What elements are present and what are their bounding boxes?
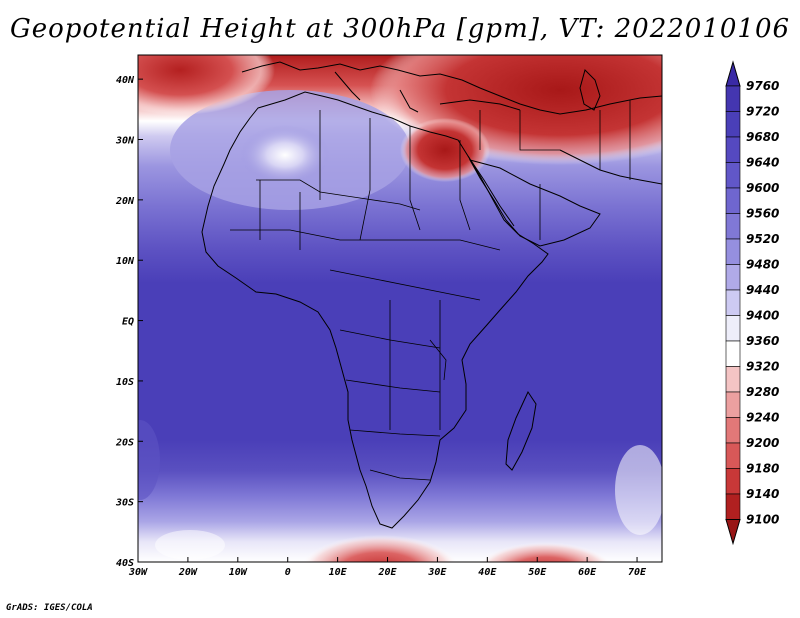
plot-frame [137, 54, 663, 563]
colorbar-label: 9520 [746, 232, 779, 246]
x-tick-label: 0 [285, 567, 291, 578]
colorbar-segment [725, 238, 741, 265]
colorbar-label: 9140 [746, 487, 779, 501]
colorbar-segment [725, 136, 741, 163]
x-tick-label: 20E [377, 567, 397, 578]
colorbar-segment [725, 315, 741, 342]
x-tick-label: 30W [128, 567, 148, 578]
map-title: Geopotential Height at 300hPa [gpm], VT:… [9, 14, 791, 44]
arabia-outline [468, 159, 601, 247]
colorbar-segment [725, 289, 741, 316]
x-tick-label: 50E [528, 567, 547, 578]
y-tick-label: 30N [115, 136, 135, 147]
colorbar: 9760 9720 9680 9640 9600 9560 9520 9480 9440 9400… [725, 60, 779, 546]
colorbar-label: 9600 [746, 181, 779, 195]
colorbar-label: 9640 [746, 156, 779, 170]
colorbar-segment [725, 340, 741, 367]
colorbar-label: 9360 [746, 334, 779, 348]
y-axis-ticks: 40S 30S 20S 10S EQ 10N 20N 30N 40N [115, 75, 143, 569]
colorbar-label: 9680 [746, 130, 779, 144]
x-tick-label: 10W [229, 567, 248, 578]
credit-text: GrADS: IGES/COLA [6, 603, 93, 613]
colorbar-segment [725, 162, 741, 189]
height-field [138, 55, 662, 562]
colorbar-segment [725, 213, 741, 240]
colorbar-segment [725, 111, 741, 138]
y-tick-label: 10S [116, 377, 134, 388]
y-tick-label: 20S [115, 437, 134, 448]
colorbar-label: 9200 [746, 436, 779, 450]
colorbar-label: 9320 [746, 360, 779, 374]
x-tick-label: 40E [478, 567, 497, 578]
y-tick-label: 40N [116, 75, 135, 86]
x-tick-label: 20W [178, 567, 198, 578]
country-borders [230, 100, 631, 481]
colorbar-segment [725, 85, 741, 112]
africa-outline [201, 91, 549, 529]
colorbar-label: 9100 [746, 513, 779, 527]
x-tick-label: 10E [329, 567, 348, 578]
colorbar-label: 9720 [746, 105, 779, 119]
colorbar-segment [725, 366, 741, 393]
y-tick-label: 10N [116, 256, 135, 267]
x-tick-label: 60E [578, 567, 597, 578]
y-tick-label: 30S [115, 498, 134, 509]
madagascar-outline [505, 390, 537, 471]
colorbar-segment [725, 417, 741, 444]
europe-outline [241, 61, 662, 115]
x-axis-ticks: 30W 20W 10W 0 10E 20E 30E 40E 50E 60E 70E [128, 557, 647, 578]
coastlines [201, 61, 662, 529]
colorbar-label: 9280 [746, 385, 779, 399]
colorbar-label: 9760 [746, 79, 779, 93]
colorbar-segment [725, 391, 741, 418]
y-tick-label: 40S [116, 558, 134, 569]
colorbar-label: 9560 [746, 207, 779, 221]
colorbar-bottom-arrow [725, 519, 741, 546]
y-tick-label: EQ [122, 317, 134, 328]
colorbar-segment [725, 187, 741, 214]
colorbar-label: 9400 [746, 309, 779, 323]
caspian-outline [579, 69, 601, 111]
colorbar-segment [725, 493, 741, 520]
x-tick-label: 30E [427, 567, 447, 578]
colorbar-segment [725, 264, 741, 291]
colorbar-label: 9180 [746, 462, 779, 476]
colorbar-segment [725, 442, 741, 469]
y-tick-label: 20N [115, 196, 135, 207]
x-tick-label: 70E [628, 567, 647, 578]
colorbar-label: 9480 [746, 258, 779, 272]
colorbar-label: 9240 [746, 411, 779, 425]
colorbar-label: 9440 [746, 283, 779, 297]
colorbar-segment [725, 468, 741, 495]
colorbar-top-arrow [725, 60, 741, 87]
